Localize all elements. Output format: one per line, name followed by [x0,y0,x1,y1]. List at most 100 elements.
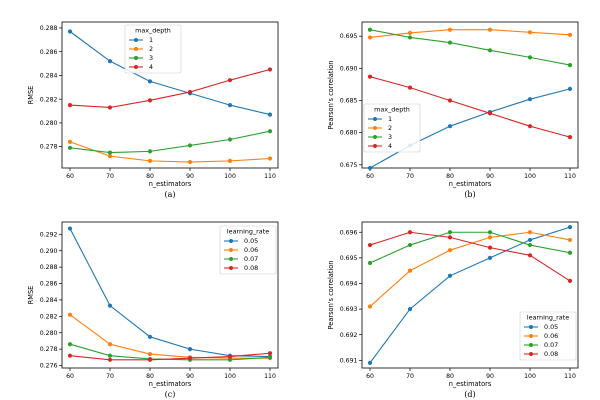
legend-entry: 3 [388,133,392,141]
x-tick-label: 80 [146,173,154,180]
legend-entry: 4 [388,142,392,150]
data-point [487,27,493,32]
data-point [447,124,453,129]
y-tick-label: 0.290 [40,248,58,255]
data-point [267,112,273,117]
series-line [69,343,271,361]
legend-marker [529,352,533,356]
data-point [407,30,413,36]
legend-marker [229,239,233,243]
data-point [147,351,153,357]
data-point [567,135,573,140]
panel-caption: (d) [464,390,475,399]
legend-box [219,225,277,275]
legend-marker [134,47,138,51]
x-tick-label: 60 [66,373,74,380]
data-point [107,342,113,347]
data-point [447,98,453,103]
y-tick-label: 0.694 [340,281,358,288]
data-point [107,154,113,159]
x-axis-label: n_estimators [449,380,492,388]
legend-title: max_depth [374,106,410,114]
legend-title: learning_rate [527,314,569,322]
data-point [227,78,233,83]
legend-marker [229,266,233,270]
data-point [527,253,533,258]
x-tick-label: 80 [146,373,154,380]
axes-frame [61,21,279,169]
x-tick-label: 70 [106,173,114,180]
data-point [487,255,493,260]
data-point [367,74,373,79]
x-tick-label: 100 [524,173,536,180]
chart-svg: 60 70 80 90 100 110 0.278 0.280 0.282 0.284 0.286 0… [27,21,279,199]
y-tick-label: 0.282 [40,313,58,320]
data-point [267,355,273,360]
x-tick-label: 70 [406,373,414,380]
data-point [267,129,273,134]
series-line [69,130,271,154]
data-point [147,79,153,84]
legend-entry: 1 [149,36,153,44]
series-line [369,29,571,66]
y-tick-label: 0.292 [40,231,58,238]
x-tick-label: 60 [66,173,74,180]
data-point [487,48,493,53]
y-tick-label: 0.276 [40,363,58,370]
legend-entry: 0.07 [544,341,558,349]
series-line [369,231,571,307]
legend-marker [529,334,533,338]
axes-frame [361,221,579,369]
data-point [567,32,573,37]
data-point [227,354,233,359]
data-point [447,235,453,240]
legend-marker [229,248,233,252]
legend-entry: 0.06 [544,332,558,340]
axes-frame [361,21,579,169]
data-point [367,304,373,309]
data-point [227,357,233,362]
y-tick-label: 0.284 [40,73,58,80]
data-point [567,86,573,91]
data-point [227,137,233,142]
data-point [527,230,533,235]
y-tick-label: 0.278 [40,144,58,151]
x-tick-label: 90 [186,173,194,180]
y-axis-label: Pearson's correlation [327,61,335,130]
data-point [107,150,113,155]
series-line [69,31,271,116]
x-tick-label: 90 [486,173,494,180]
data-point [567,278,573,284]
data-point [367,35,373,40]
x-tick-label: 70 [406,173,414,180]
data-point [147,149,153,154]
legend-box [519,311,577,361]
data-point [67,226,73,231]
data-point [447,273,453,278]
x-tick-label: 110 [264,373,276,380]
legend-entry: 3 [149,54,153,62]
data-point [527,242,533,248]
data-point [187,347,193,352]
data-point [527,237,533,243]
data-point [367,27,373,32]
y-tick-label: 0.286 [40,281,58,288]
series-line [369,231,571,264]
data-point [107,303,113,308]
data-point [67,353,73,358]
legend-entry: 0.05 [244,237,258,245]
data-point [567,225,573,230]
y-tick-label: 0.288 [40,264,58,271]
series-line [69,314,270,359]
data-point [407,85,413,90]
legend-marker [529,325,533,329]
panel-caption: (a) [164,190,175,199]
data-point [187,356,193,361]
x-tick-label: 90 [486,373,494,380]
axes-frame [61,221,279,369]
legend-entry: 2 [149,45,153,53]
data-point [367,242,373,248]
panel-c: 60 70 80 90 100 110 0.276 0.278 0.280 0.282 0.284 0… [0,200,300,400]
y-axis-label: Pearson's correlation [327,261,335,330]
